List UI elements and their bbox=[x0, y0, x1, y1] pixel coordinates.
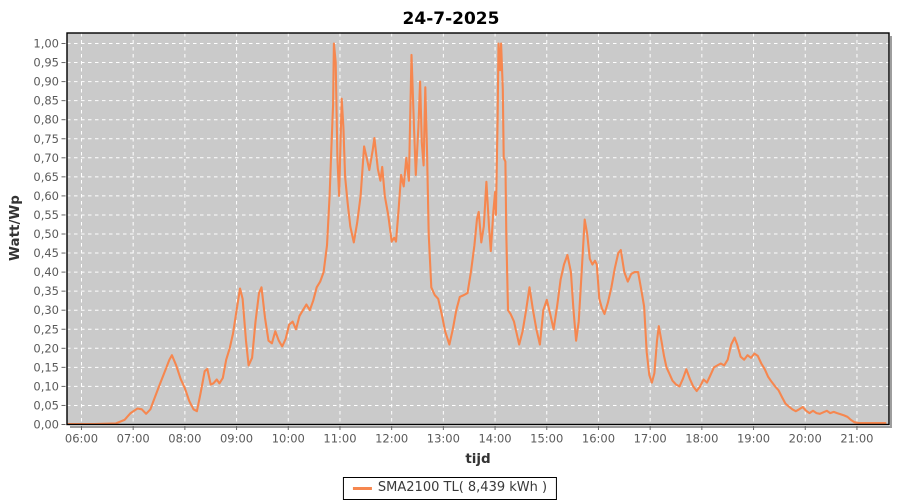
svg-text:0,50: 0,50 bbox=[33, 227, 59, 241]
chart-title: 24-7-2025 bbox=[403, 9, 500, 29]
series-line-sma2100 bbox=[67, 42, 887, 425]
legend-series-label: SMA2100 TL( 8,439 kWh ) bbox=[377, 480, 548, 495]
svg-text:14:00: 14:00 bbox=[478, 432, 511, 446]
svg-text:0,55: 0,55 bbox=[33, 208, 59, 222]
svg-text:15:00: 15:00 bbox=[530, 432, 563, 446]
svg-text:0,00: 0,00 bbox=[33, 418, 59, 432]
svg-text:0,10: 0,10 bbox=[33, 379, 59, 393]
svg-text:0,90: 0,90 bbox=[33, 75, 59, 89]
x-axis-title: tijd bbox=[465, 451, 490, 467]
svg-text:13:00: 13:00 bbox=[427, 432, 460, 446]
legend: SMA2100 TL( 8,439 kWh ) bbox=[342, 477, 558, 500]
svg-text:0,60: 0,60 bbox=[33, 189, 59, 203]
svg-text:0,45: 0,45 bbox=[33, 246, 59, 260]
svg-text:0,25: 0,25 bbox=[33, 322, 59, 336]
svg-text:12:00: 12:00 bbox=[375, 432, 408, 446]
svg-text:08:00: 08:00 bbox=[168, 432, 201, 446]
svg-text:0,80: 0,80 bbox=[33, 113, 59, 127]
svg-text:0,85: 0,85 bbox=[33, 94, 59, 108]
plot-border bbox=[66, 32, 890, 426]
svg-text:16:00: 16:00 bbox=[582, 432, 615, 446]
plot-area bbox=[67, 33, 889, 425]
axis-tick-marks bbox=[61, 43, 858, 430]
svg-text:10:00: 10:00 bbox=[272, 432, 305, 446]
y-axis-title: Watt/Wp bbox=[7, 195, 23, 261]
svg-text:09:00: 09:00 bbox=[220, 432, 253, 446]
svg-text:20:00: 20:00 bbox=[789, 432, 822, 446]
svg-text:0,70: 0,70 bbox=[33, 151, 59, 165]
svg-text:0,95: 0,95 bbox=[33, 56, 59, 70]
svg-text:0,15: 0,15 bbox=[33, 360, 59, 374]
svg-text:18:00: 18:00 bbox=[685, 432, 718, 446]
svg-text:19:00: 19:00 bbox=[737, 432, 770, 446]
svg-text:0,40: 0,40 bbox=[33, 265, 59, 279]
svg-text:07:00: 07:00 bbox=[117, 432, 150, 446]
x-axis-tick-labels: 06:00 07:00 08:00 09:00 10:00 11:00 12:00 13:00… bbox=[65, 432, 874, 446]
svg-text:1,00: 1,00 bbox=[33, 37, 59, 51]
svg-text:17:00: 17:00 bbox=[634, 432, 667, 446]
svg-text:21:00: 21:00 bbox=[840, 432, 873, 446]
svg-text:0,20: 0,20 bbox=[33, 341, 59, 355]
svg-text:0,05: 0,05 bbox=[33, 398, 59, 412]
gridlines bbox=[67, 33, 889, 425]
legend-line-swatch bbox=[352, 486, 372, 490]
y-axis-tick-labels: 0,00 0,05 0,10 0,15 0,20 0,25 0,30 0,35 0,40 0,45… bbox=[33, 37, 59, 432]
svg-text:0,35: 0,35 bbox=[33, 284, 59, 298]
svg-text:11:00: 11:00 bbox=[323, 432, 356, 446]
svg-text:06:00: 06:00 bbox=[65, 432, 98, 446]
svg-text:0,30: 0,30 bbox=[33, 303, 59, 317]
svg-text:0,75: 0,75 bbox=[33, 132, 59, 146]
svg-text:0,65: 0,65 bbox=[33, 170, 59, 184]
